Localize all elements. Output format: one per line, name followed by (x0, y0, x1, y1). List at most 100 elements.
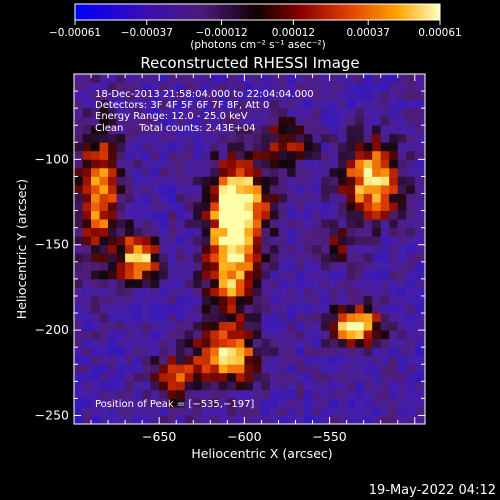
heatmap-cell (218, 227, 228, 237)
heatmap-cell (150, 219, 160, 229)
heatmap-cell (167, 389, 177, 399)
heatmap-cell (389, 398, 399, 408)
heatmap-cell (312, 82, 322, 92)
heatmap-cell (133, 415, 143, 424)
heatmap-cell (363, 91, 373, 101)
heatmap-cell (167, 116, 177, 126)
heatmap-cell (346, 372, 356, 382)
heatmap-cell (99, 330, 109, 340)
heatmap-cell (380, 133, 390, 143)
heatmap-cell (278, 82, 288, 92)
heatmap-cell (235, 210, 245, 220)
heatmap-cell (150, 372, 160, 382)
heatmap-cell (201, 176, 211, 186)
heatmap-cell (261, 176, 271, 186)
heatmap-cell (269, 261, 279, 271)
heatmap-cell (355, 193, 365, 203)
heatmap-cell (355, 406, 365, 416)
heatmap-cell (91, 372, 100, 382)
heatmap-cell (286, 330, 296, 340)
heatmap-cell (193, 278, 203, 288)
heatmap-cell (193, 219, 203, 229)
heatmap-cell (167, 372, 177, 382)
heatmap-cell (278, 415, 288, 424)
heatmap-cell (193, 313, 203, 322)
heatmap-cell (329, 295, 339, 305)
y-axis: −100−150−200−250 (35, 90, 425, 422)
heatmap-cell (159, 142, 169, 152)
heatmap-cell (286, 364, 296, 374)
heatmap-cell (261, 116, 271, 126)
heatmap-cell (372, 347, 382, 357)
heatmap-cell (338, 133, 348, 143)
heatmap-cell (389, 167, 399, 177)
heatmap-cell (338, 210, 348, 220)
heatmap-cell (321, 287, 330, 297)
heatmap-cell (269, 116, 279, 126)
heatmap-cell (116, 244, 126, 254)
heatmap-cell (355, 244, 365, 254)
heatmap-cell (312, 321, 322, 331)
heatmap-cell (355, 82, 365, 92)
heatmap-cell (295, 398, 305, 408)
heatmap-cell (338, 150, 348, 160)
heatmap-cell (184, 184, 194, 194)
heatmap-cell (414, 330, 424, 340)
colorbar-tick-label: 0.00037 (346, 27, 389, 39)
heatmap-cell (363, 176, 373, 186)
heatmap-cell (244, 381, 254, 391)
heatmap-cell (414, 278, 424, 288)
heatmap-cell (176, 202, 186, 211)
heatmap-cell (116, 91, 126, 101)
heatmap-cell (304, 270, 313, 280)
heatmap-cell (312, 347, 322, 357)
heatmap-cell (338, 125, 348, 135)
heatmap-cell (269, 338, 279, 348)
heatmap-cell (372, 304, 382, 314)
heatmap-cell (244, 74, 254, 83)
heatmap-cell (278, 210, 288, 220)
heatmap-cell (414, 227, 424, 237)
heatmap-cell (380, 406, 390, 416)
y-tick-label: −150 (35, 237, 69, 252)
heatmap-cell (397, 355, 407, 365)
heatmap-cell (278, 355, 288, 365)
heatmap-cell (167, 227, 177, 237)
heatmap-cell (184, 167, 194, 177)
heatmap-cell (91, 167, 100, 177)
heatmap-cell (406, 330, 416, 340)
heatmap-cell (406, 99, 416, 109)
heatmap-cell (312, 167, 322, 177)
heatmap-cell (201, 116, 211, 126)
colorbar (75, 4, 440, 20)
heatmap-cell (346, 261, 356, 271)
heatmap-cell (99, 398, 109, 408)
heatmap-cell (295, 330, 305, 340)
heatmap-cell (380, 261, 390, 271)
heatmap-cell (125, 313, 135, 322)
heatmap-cell (406, 184, 416, 194)
heatmap-cell (116, 227, 126, 237)
heatmap-cell (227, 202, 237, 211)
heatmap-cell (142, 159, 152, 169)
y-tick-label: −250 (35, 407, 69, 422)
heatmap-cell (286, 253, 296, 263)
heatmap-cell (142, 253, 152, 263)
heatmap-cell (133, 304, 143, 314)
heatmap-cell (74, 167, 83, 177)
heatmap-cell (108, 381, 117, 391)
heatmap-cell (235, 321, 245, 331)
heatmap-cell (252, 227, 262, 237)
heatmap-cell (372, 406, 382, 416)
heatmap-cell (355, 74, 365, 83)
heatmap-cell (278, 227, 288, 237)
heatmap-cell (108, 304, 117, 314)
heatmap-cell (82, 159, 92, 169)
annotation-time: 18-Dec-2013 21:58:04.000 to 22:04:04.000 (95, 89, 314, 100)
heatmap-cell (244, 236, 254, 246)
heatmap-cell (235, 125, 245, 135)
heatmap-cell (338, 236, 348, 246)
heatmap-cell (116, 253, 126, 263)
heatmap-cell (184, 210, 194, 220)
heatmap-cell (201, 91, 211, 101)
